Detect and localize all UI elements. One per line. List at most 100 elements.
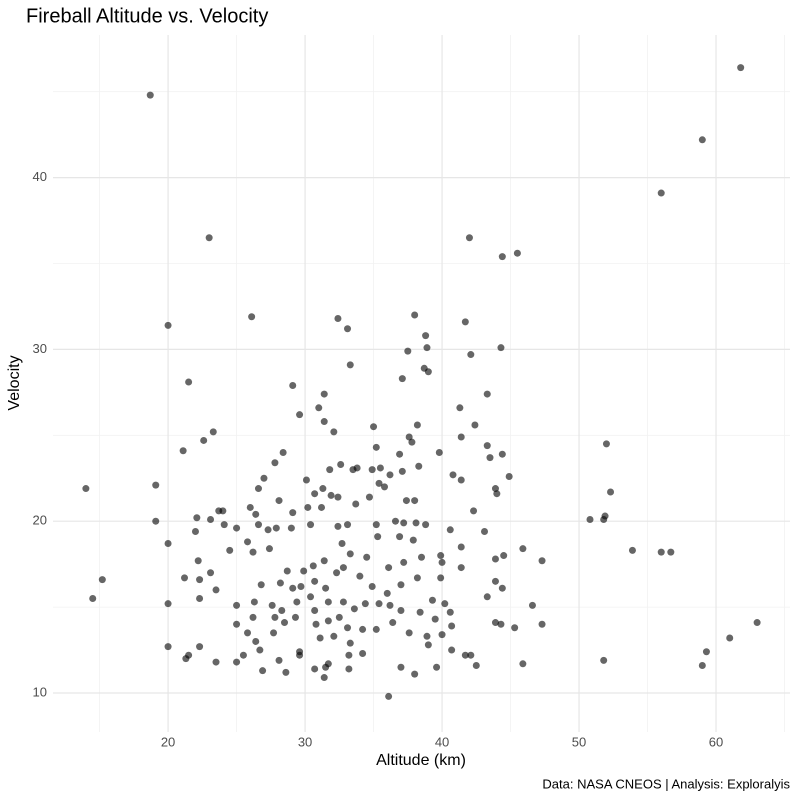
point [193, 514, 201, 522]
point [600, 656, 608, 664]
point [316, 634, 324, 642]
point [457, 543, 465, 551]
point [491, 619, 499, 627]
point [233, 601, 241, 609]
point [335, 613, 343, 621]
point [519, 545, 527, 553]
point [319, 485, 327, 493]
point [586, 515, 594, 523]
x-tick-label: 50 [572, 734, 586, 749]
point [346, 550, 354, 558]
point [182, 655, 190, 663]
point [400, 519, 408, 527]
point [404, 347, 412, 355]
point [726, 634, 734, 642]
x-tick-label: 30 [298, 734, 312, 749]
point [491, 577, 499, 585]
point [327, 491, 335, 499]
point [249, 548, 257, 556]
point [275, 497, 283, 505]
point [418, 553, 425, 561]
point [519, 660, 527, 668]
point [431, 615, 439, 623]
point [324, 598, 332, 606]
point [353, 464, 361, 472]
point [289, 509, 297, 517]
point [302, 476, 310, 484]
point [200, 436, 208, 444]
point [339, 598, 347, 606]
point [252, 510, 260, 518]
point [359, 649, 367, 657]
point [207, 515, 215, 523]
point [252, 637, 260, 645]
point [467, 351, 475, 359]
point [311, 490, 319, 498]
point [481, 528, 489, 536]
point [205, 234, 213, 242]
caption: Data: NASA CNEOS | Analysis: Exploralyis [542, 776, 790, 791]
point [164, 321, 172, 329]
point [293, 598, 301, 606]
point [483, 593, 491, 601]
point [449, 471, 457, 479]
x-tick-label: 20 [161, 734, 175, 749]
point [657, 189, 665, 197]
point [297, 582, 305, 590]
point [196, 576, 204, 584]
point [397, 581, 405, 589]
point [212, 658, 220, 666]
point [498, 253, 506, 261]
point [657, 548, 665, 556]
point [220, 521, 228, 529]
point [256, 646, 264, 654]
y-axis-label: Velocity [6, 355, 23, 410]
point [424, 368, 432, 376]
point [324, 617, 332, 625]
point [385, 564, 393, 572]
point [207, 569, 215, 577]
point [383, 589, 391, 597]
point [698, 136, 706, 144]
point [209, 428, 217, 436]
point [246, 503, 254, 511]
point [448, 646, 456, 654]
point [344, 624, 352, 632]
point [374, 533, 382, 541]
point [505, 473, 513, 481]
point [233, 524, 241, 532]
point [376, 464, 384, 472]
point [435, 448, 443, 456]
point [396, 450, 404, 458]
point [146, 91, 154, 99]
x-axis-label: Altitude (km) [376, 752, 466, 769]
point [315, 404, 323, 412]
point [254, 485, 262, 493]
point [244, 629, 252, 637]
point [363, 553, 371, 561]
point [334, 493, 342, 501]
point [405, 433, 413, 441]
point [737, 64, 745, 72]
point [422, 521, 430, 529]
point [497, 344, 505, 352]
point [368, 582, 376, 590]
point [385, 692, 393, 700]
point [411, 670, 419, 678]
point [330, 428, 338, 436]
point [370, 423, 378, 431]
point [471, 421, 479, 429]
point [320, 557, 328, 565]
chart-title: Fireball Altitude vs. Velocity [26, 5, 268, 27]
point [446, 608, 454, 616]
point [275, 656, 283, 664]
point [498, 450, 506, 458]
point [405, 629, 413, 637]
point [226, 546, 234, 554]
point [312, 620, 320, 628]
point [698, 662, 706, 670]
point [411, 311, 419, 319]
point [334, 314, 342, 322]
x-tick-label: 40 [435, 734, 449, 749]
point [413, 421, 421, 429]
